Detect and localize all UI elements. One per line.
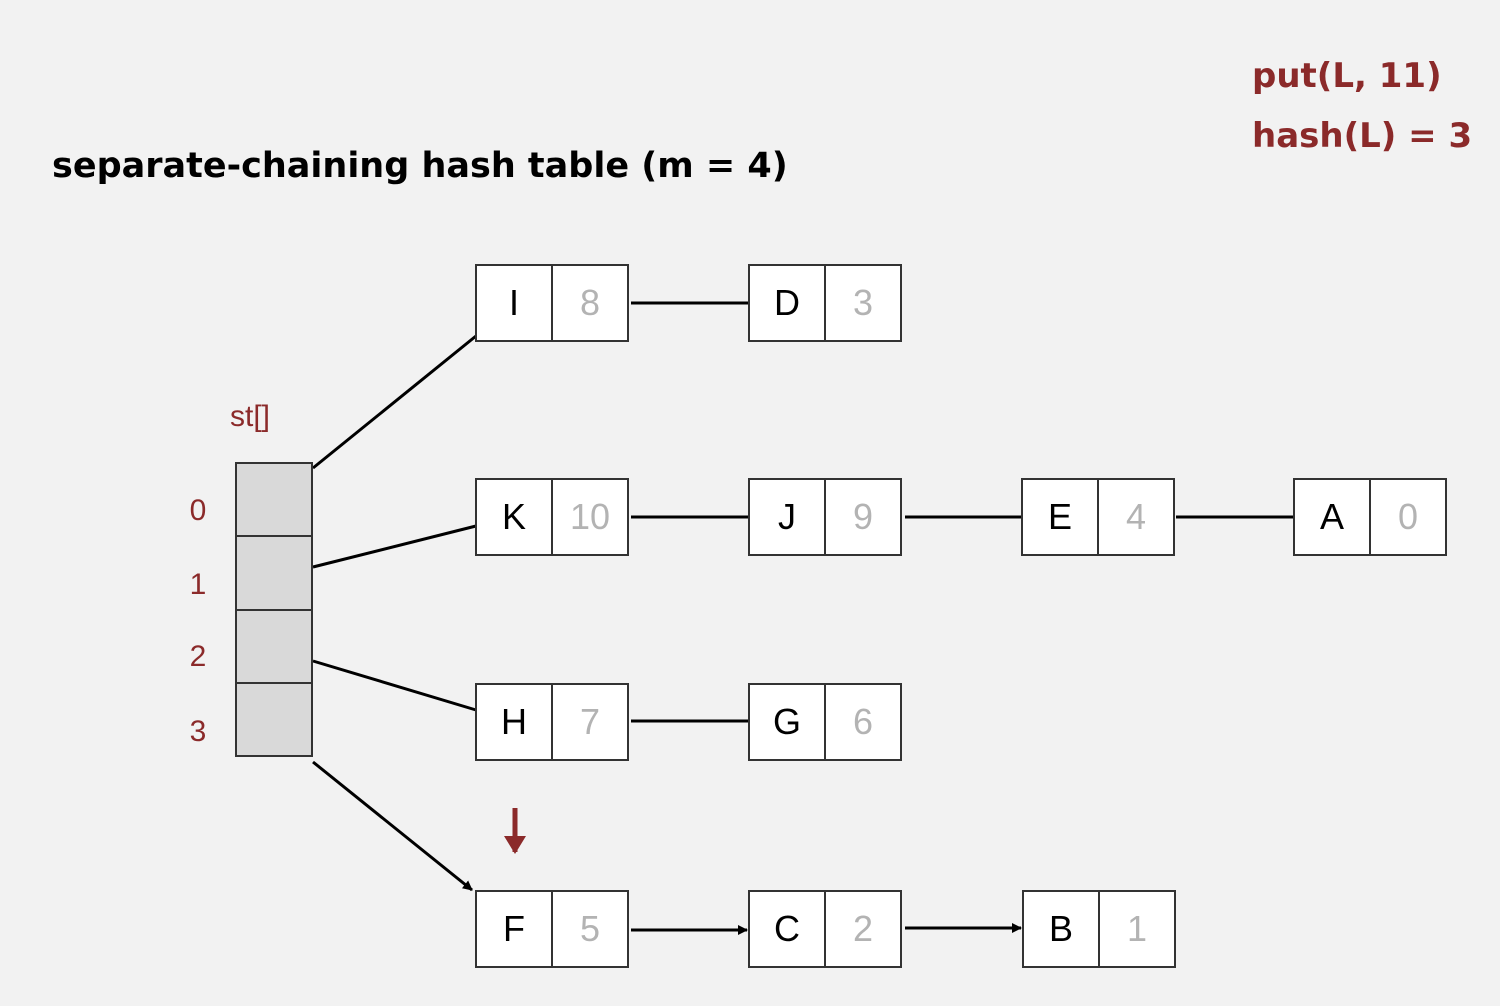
node-value: 2 [824, 890, 902, 968]
node-key: G [748, 683, 826, 761]
operation-hash: hash(L) = 3 [1252, 116, 1473, 156]
link-slot0-to-I [312, 334, 477, 470]
array-slot-0 [235, 462, 313, 538]
link-slot2-to-H [312, 659, 477, 712]
array-slot-1 [235, 535, 313, 611]
node-value: 6 [824, 683, 902, 761]
node-C: C 2 [748, 890, 904, 968]
index-label-0: 0 [189, 494, 207, 527]
index-label-1: 1 [189, 568, 207, 601]
node-J: J 9 [748, 478, 904, 556]
node-I: I 8 [475, 264, 631, 342]
node-key: D [748, 264, 826, 342]
node-value: 0 [1369, 478, 1447, 556]
array-slot-2 [235, 608, 313, 684]
node-value: 4 [1097, 478, 1175, 556]
node-G: G 6 [748, 683, 904, 761]
node-A: A 0 [1293, 478, 1449, 556]
node-key: F [475, 890, 553, 968]
node-K: K 10 [475, 478, 631, 556]
node-value: 5 [551, 890, 629, 968]
node-H: H 7 [475, 683, 631, 761]
node-key: B [1022, 890, 1100, 968]
link-slot1-to-K [312, 524, 477, 569]
node-D: D 3 [748, 264, 904, 342]
node-key: C [748, 890, 826, 968]
node-F: F 5 [475, 890, 631, 968]
node-key: I [475, 264, 553, 342]
index-label-2: 2 [189, 640, 207, 673]
node-B: B 1 [1022, 890, 1178, 968]
node-key: E [1021, 478, 1099, 556]
node-key: A [1293, 478, 1371, 556]
node-value: 10 [551, 478, 629, 556]
node-key: H [475, 683, 553, 761]
hash-array [235, 462, 313, 763]
node-value: 3 [824, 264, 902, 342]
node-key: J [748, 478, 826, 556]
index-label-3: 3 [189, 715, 207, 748]
link-slot3-to-F [312, 760, 473, 892]
node-E: E 4 [1021, 478, 1177, 556]
node-value: 9 [824, 478, 902, 556]
operation-call: put(L, 11) [1252, 56, 1442, 96]
diagram-title: separate-chaining hash table (m = 4) [52, 146, 788, 186]
array-slot-3 [235, 681, 313, 757]
node-value: 7 [551, 683, 629, 761]
array-label: st[] [230, 400, 271, 433]
node-value: 1 [1098, 890, 1176, 968]
node-key: K [475, 478, 553, 556]
node-value: 8 [551, 264, 629, 342]
